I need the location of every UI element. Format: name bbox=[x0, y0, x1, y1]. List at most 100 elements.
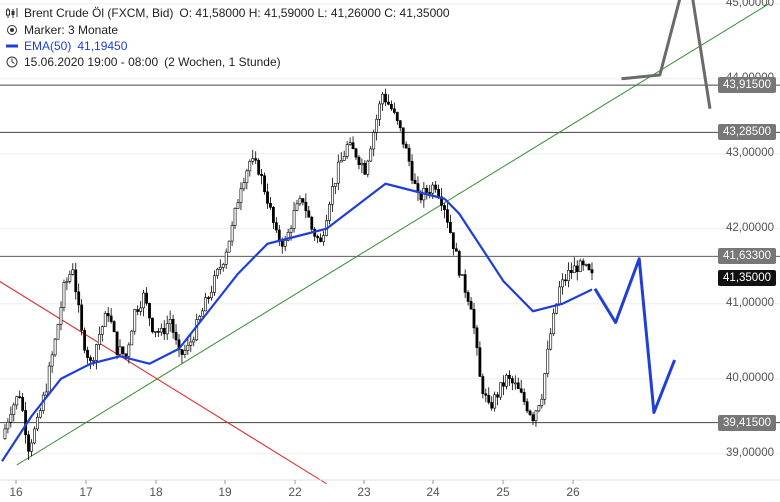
level-tag: 43,91500 bbox=[718, 77, 776, 94]
candle-body bbox=[86, 349, 89, 358]
ema-label: EMA(50) bbox=[24, 39, 72, 53]
candle-body bbox=[345, 144, 349, 157]
candle-body bbox=[590, 269, 594, 274]
candle-body bbox=[502, 382, 505, 387]
candle-body bbox=[319, 237, 323, 242]
candle-body bbox=[561, 279, 564, 288]
candle-body bbox=[198, 316, 202, 320]
candle-body bbox=[127, 344, 131, 357]
candle-body bbox=[263, 175, 266, 193]
candle-body bbox=[133, 309, 137, 332]
marker-label: Marker: 3 Monate bbox=[24, 23, 119, 37]
candle-body bbox=[295, 203, 299, 211]
candle-body bbox=[260, 174, 264, 177]
y-tick-label: 43,00000 bbox=[726, 146, 774, 159]
candle-body bbox=[47, 365, 51, 393]
candle-body bbox=[531, 414, 535, 422]
candle-body bbox=[522, 392, 526, 402]
x-tick-label: 22 bbox=[288, 485, 302, 499]
candle-body bbox=[336, 161, 340, 184]
candle-body bbox=[328, 204, 331, 221]
header-marker-row: Marker: 3 Monate bbox=[6, 23, 118, 37]
candle-body bbox=[221, 264, 225, 268]
candle-body bbox=[460, 274, 464, 276]
candle-body bbox=[469, 301, 473, 310]
candle-body bbox=[481, 376, 485, 395]
candle-body bbox=[162, 327, 166, 335]
candle-body bbox=[115, 331, 119, 355]
candle-body bbox=[192, 339, 196, 343]
candle-body bbox=[443, 205, 446, 210]
candle-body bbox=[301, 198, 305, 203]
candle-body bbox=[151, 317, 154, 333]
candle-body bbox=[83, 330, 87, 351]
candle-body bbox=[65, 281, 69, 283]
candle-body bbox=[159, 327, 163, 333]
candle-body bbox=[292, 210, 296, 229]
candle-body bbox=[56, 324, 60, 340]
candle-body bbox=[154, 331, 157, 333]
candle-body bbox=[392, 108, 396, 113]
clock-icon bbox=[6, 56, 18, 68]
candle-body bbox=[50, 354, 54, 367]
candle-body bbox=[271, 207, 275, 223]
candle-body bbox=[587, 264, 591, 271]
candle-body bbox=[92, 360, 95, 362]
candle-body bbox=[510, 378, 514, 384]
candle-body bbox=[168, 319, 172, 325]
candle-body bbox=[451, 232, 455, 249]
candle-body bbox=[369, 148, 373, 162]
x-tick-label: 18 bbox=[149, 485, 163, 499]
candle-body bbox=[378, 103, 382, 120]
candle-body bbox=[62, 282, 66, 308]
y-tick-label: 42,00000 bbox=[726, 221, 774, 234]
candle-body bbox=[366, 160, 370, 175]
candle-body bbox=[109, 315, 113, 322]
candle-body bbox=[437, 188, 441, 198]
level-tag: 39,41500 bbox=[718, 414, 776, 431]
candle-body bbox=[89, 357, 92, 361]
candle-body bbox=[218, 267, 222, 270]
candle-body bbox=[27, 434, 30, 452]
candle-body bbox=[387, 101, 390, 105]
horizontal-levels bbox=[0, 84, 780, 424]
candle-body bbox=[130, 330, 134, 346]
candle-body bbox=[490, 402, 494, 409]
candle-body bbox=[543, 373, 547, 400]
candle-body bbox=[584, 264, 588, 266]
candle-body bbox=[307, 210, 311, 218]
gray-projection bbox=[621, 0, 712, 109]
candle-body bbox=[118, 346, 122, 355]
candle-body bbox=[466, 292, 470, 302]
candle-body bbox=[239, 188, 243, 203]
candle-body bbox=[286, 231, 290, 241]
x-tick-label: 23 bbox=[357, 485, 371, 499]
candle-body bbox=[3, 428, 7, 440]
candle-body bbox=[330, 186, 334, 205]
candle-body bbox=[537, 405, 541, 412]
candle-body bbox=[389, 103, 393, 110]
y-tick-label: 45,00000 bbox=[726, 0, 774, 9]
candle-body bbox=[106, 313, 110, 317]
candle-body bbox=[357, 156, 361, 166]
candle-body bbox=[124, 353, 128, 357]
candle-body bbox=[171, 319, 175, 333]
candle-body bbox=[342, 156, 346, 161]
last-price-tag: 41,35000 bbox=[718, 269, 776, 286]
candle-body bbox=[487, 394, 491, 403]
candle-body bbox=[15, 396, 19, 406]
candle-body bbox=[410, 160, 414, 181]
candle-body bbox=[478, 347, 482, 377]
candle-body bbox=[165, 323, 169, 335]
candle-body bbox=[298, 198, 302, 205]
level-tag: 43,28500 bbox=[718, 124, 776, 141]
candle-body bbox=[516, 382, 520, 390]
candle-body bbox=[80, 304, 84, 331]
candle-body bbox=[348, 142, 352, 145]
candle-body bbox=[413, 179, 417, 184]
candle-body bbox=[44, 391, 48, 396]
candle-body bbox=[180, 349, 184, 355]
candle-body bbox=[558, 286, 561, 305]
ema-legend-icon bbox=[6, 40, 18, 52]
candle-body bbox=[448, 221, 452, 233]
